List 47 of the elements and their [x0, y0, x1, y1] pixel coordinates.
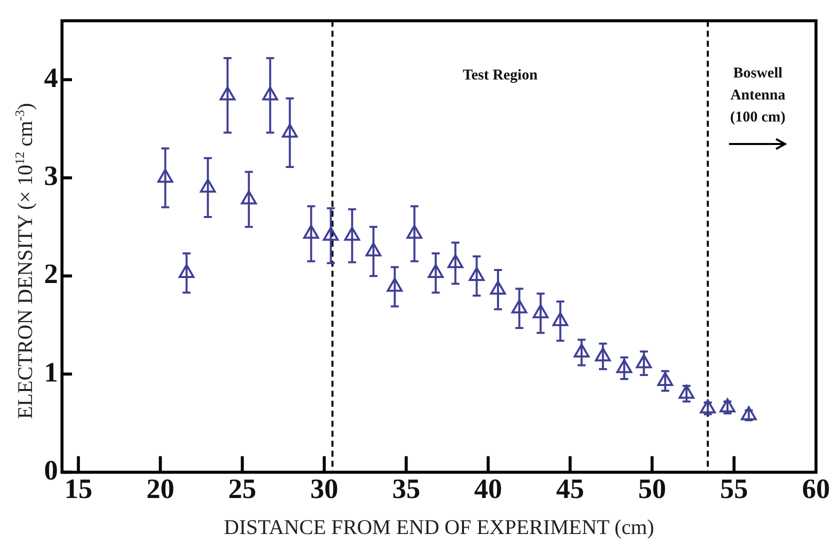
y-tick-label: 3: [44, 161, 58, 192]
point: [616, 359, 632, 374]
y-tick-label: 1: [44, 357, 58, 388]
point: [468, 266, 485, 281]
point: [303, 224, 320, 239]
point: [366, 242, 382, 256]
point: [344, 226, 360, 241]
x-tick-label: 20: [146, 474, 174, 506]
point: [428, 264, 444, 278]
x-tick-label: 15: [64, 474, 92, 506]
x-tick-label: 60: [802, 474, 830, 506]
point: [700, 399, 716, 414]
x-tick-label: 25: [228, 474, 256, 506]
annotation: Boswell Antenna (100 cm): [730, 66, 786, 126]
x-tick-label: 45: [556, 474, 584, 506]
point: [322, 226, 339, 241]
annotation: Test Region: [462, 68, 538, 84]
point: [282, 124, 298, 138]
x-tick-label: 50: [638, 474, 666, 506]
y-tick-label: 0: [44, 455, 58, 486]
point: [740, 406, 757, 420]
point: [678, 384, 694, 399]
point: [657, 372, 674, 386]
point: [594, 347, 611, 362]
x-tick-label: 30: [310, 474, 338, 506]
point: [157, 168, 174, 183]
point: [386, 278, 403, 292]
point: [447, 254, 464, 268]
point: [511, 299, 528, 314]
point: [532, 304, 549, 318]
x-tick-label: 40: [474, 474, 502, 506]
point: [720, 398, 736, 412]
point: [636, 354, 652, 368]
x-tick-label: 35: [392, 474, 420, 506]
point: [552, 312, 568, 326]
point: [240, 190, 257, 204]
x-axis-title: DISTANCE FROM END OF EXPERIMENT (cm): [224, 514, 654, 539]
point: [178, 264, 194, 278]
point: [220, 86, 236, 100]
point: [200, 178, 216, 193]
point: [574, 343, 590, 358]
point: [490, 280, 506, 295]
point: [406, 224, 422, 239]
y-tick-label: 4: [44, 62, 58, 94]
x-tick-label: 55: [720, 474, 748, 506]
point: [262, 86, 278, 100]
y-tick-label: 2: [44, 259, 58, 290]
